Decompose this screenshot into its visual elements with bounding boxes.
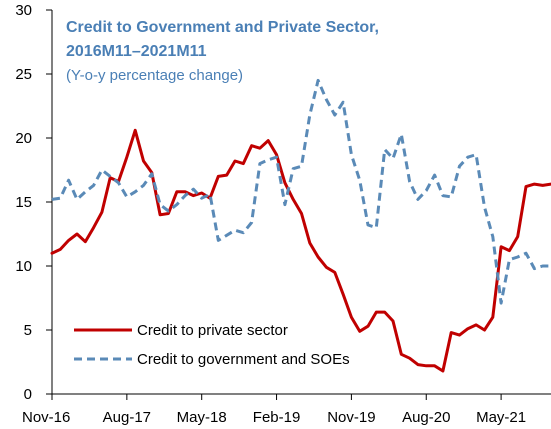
chart-subtitle: (Y-o-y percentage change)	[66, 67, 243, 84]
x-tick-label: May-21	[476, 409, 526, 426]
series-line-private-sector	[50, 128, 551, 373]
x-tick-label: Feb-19	[253, 409, 301, 426]
x-tick-label: Aug-17	[103, 409, 151, 426]
x-axis: Nov-16 Aug-17 May-18 Feb-19 Nov-19 Aug-20 May-…	[22, 393, 551, 426]
x-tick-label: Nov-16	[22, 409, 70, 426]
legend: Credit to private sector Credit to gover…	[74, 322, 350, 368]
x-tick-label: Nov-19	[327, 409, 375, 426]
y-tick-label: 20	[15, 130, 32, 147]
y-tick-label: 25	[15, 66, 32, 83]
y-axis: 0 5 10 15 20 25 30	[15, 2, 53, 403]
y-tick-label: 5	[24, 322, 32, 339]
y-tick-label: 15	[15, 194, 32, 211]
y-tick-label: 10	[15, 258, 32, 275]
y-tick-label: 0	[24, 386, 32, 403]
series-line-government-soes	[51, 78, 551, 305]
series-layer	[50, 78, 551, 373]
legend-label-government-soes: Credit to government and SOEs	[137, 351, 350, 368]
chart-title-line-1: Credit to Government and Private Sector,	[66, 19, 379, 36]
chart-title-line-2: 2016M11–2021M11	[66, 43, 207, 60]
y-tick-label: 30	[15, 2, 32, 19]
x-tick-label: Aug-20	[402, 409, 450, 426]
legend-label-private-sector: Credit to private sector	[137, 322, 288, 339]
x-tick-label: May-18	[177, 409, 227, 426]
chart-titles: Credit to Government and Private Sector,…	[66, 19, 379, 84]
